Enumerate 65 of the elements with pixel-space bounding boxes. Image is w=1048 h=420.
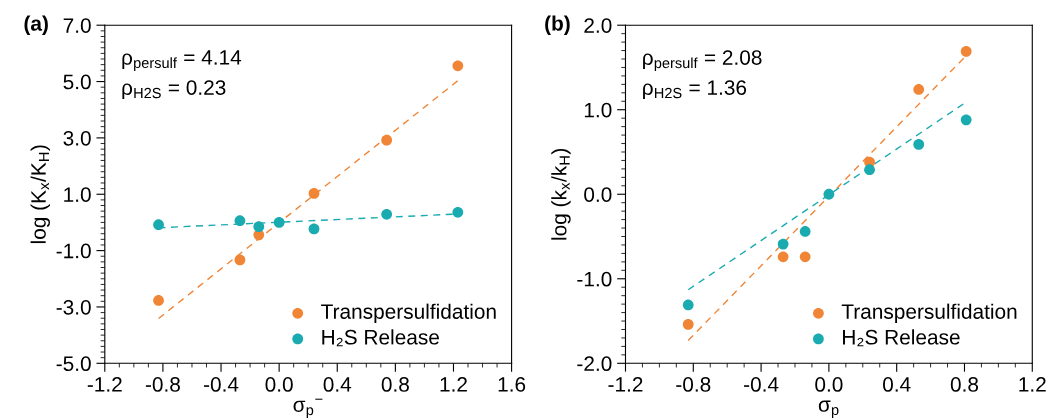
point [253,221,265,233]
x-tick-label: 0.8 [381,377,409,392]
x-tick-label: 1.2 [1019,377,1046,392]
y-tick-label: -1.0 [56,243,91,259]
point [308,223,320,235]
point [234,215,246,227]
point [960,114,972,126]
point [381,208,393,220]
annotation: ρ$_{H2S}$ = 1.36 [643,80,747,100]
point [864,164,875,176]
y-tick-label: 5.0 [63,74,91,90]
x-tick-label: 0.0 [815,377,843,392]
x-tick-label: -0.8 [676,377,711,392]
x-tick-label: 0.4 [323,377,352,392]
y-tick-label: 7.0 [63,18,91,33]
x-tick-label: 0.0 [265,377,293,392]
y-tick-label: -5.0 [56,356,91,372]
point [777,251,789,263]
point [913,84,925,95]
legend-label: H₂S Release [322,329,439,347]
point [682,319,694,330]
x-tick-label: -1.2 [608,377,643,392]
point [153,295,164,306]
y-axis-title: log (K$_{x}$/K$_{H}$) [30,145,50,244]
y-tick-label: 1.0 [584,102,612,118]
point [682,299,694,311]
x-tick-label: 1.2 [440,377,467,392]
point [452,60,464,72]
x-tick-label: -0.8 [145,377,180,392]
y-tick-label: 2.0 [584,18,612,33]
text: (a) [24,15,48,35]
y-tick-label: 3.0 [63,130,91,146]
point [913,139,925,150]
point [452,206,464,218]
y-tick-label: 0.0 [584,187,612,202]
x-tick-label: 1.6 [498,377,526,392]
x-tick-label: -0.4 [744,377,779,392]
point [777,238,789,250]
x-tick-label: 0.4 [883,377,911,392]
point [381,134,393,146]
annotation: ρ$_{H2S}$ = 0.23 [122,80,226,100]
legend-label: Transpersulfidation [321,303,496,324]
point [960,46,972,57]
point [273,217,285,228]
y-tick-label: -3.0 [56,299,91,315]
legend-label: Transpersulfidation [841,303,1017,324]
text: (b) [545,15,570,35]
y-tick-label: -1.0 [577,271,612,287]
point [234,254,246,266]
legend-label: H₂S Release [843,329,960,347]
point [799,251,811,263]
x-tick-label: -0.4 [204,377,239,392]
x-tick-label: 0.8 [950,377,979,392]
point [153,219,164,231]
annotation: ρ$_{persulf}$ = 4.14 [122,50,242,71]
annotation: ρ$_{persulf}$ = 2.08 [643,50,762,72]
y-tick-label: -2.0 [577,356,612,372]
point [799,226,811,237]
point [823,188,835,200]
y-axis-title: log (k$_{x}$/k$_{H}$) [551,148,571,240]
y-tick-label: 1.0 [64,187,91,202]
x-axis-title: σ$_{p}$ [818,400,839,418]
x-axis-title: σ$_{p}$$^{−}$ [293,398,323,419]
x-tick-label: -1.2 [87,377,122,392]
point [308,188,320,199]
